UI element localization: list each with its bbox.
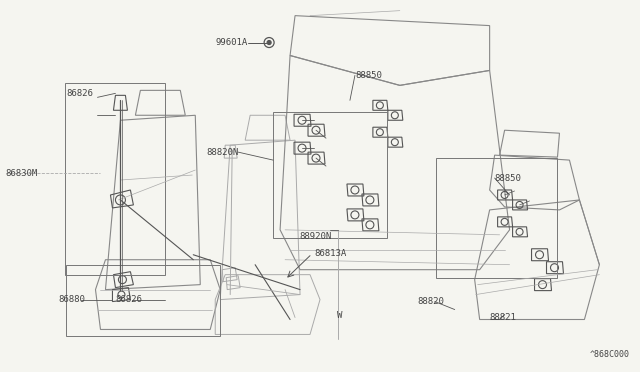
Text: 86880: 86880 [59, 295, 86, 304]
Text: 88821: 88821 [490, 313, 516, 322]
Circle shape [267, 41, 271, 45]
Text: 88850: 88850 [495, 173, 522, 183]
Bar [65, 83, 165, 275]
Bar [65, 265, 220, 336]
Text: 88920N: 88920N [300, 232, 332, 241]
Text: 88820: 88820 [418, 297, 445, 306]
Text: 86826: 86826 [115, 295, 142, 304]
Text: 86813A: 86813A [314, 249, 346, 258]
Text: 86830M: 86830M [6, 169, 38, 177]
Text: W: W [337, 311, 342, 320]
Text: 99601A: 99601A [216, 38, 248, 47]
Bar [273, 112, 387, 238]
Text: 88820N: 88820N [206, 148, 238, 157]
Text: 88850: 88850 [355, 71, 382, 80]
Text: ^868C000: ^868C000 [589, 350, 629, 359]
Bar [436, 158, 557, 278]
Text: 86826: 86826 [67, 89, 93, 98]
